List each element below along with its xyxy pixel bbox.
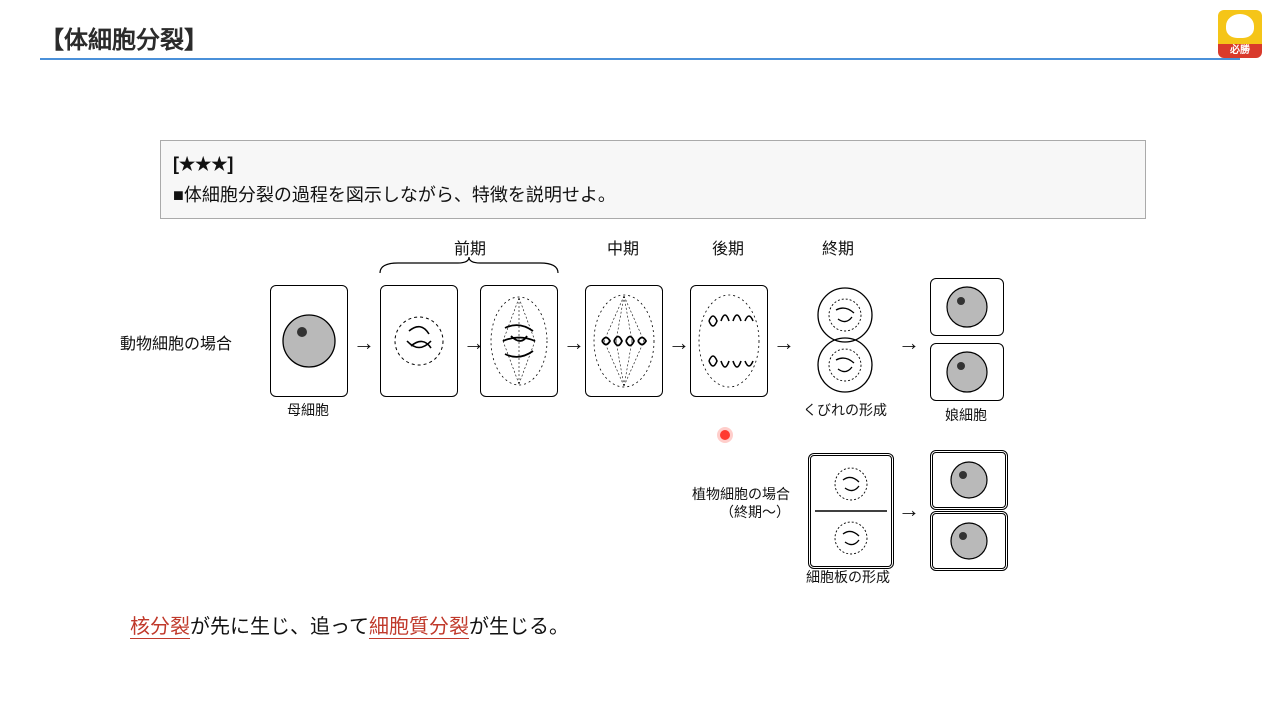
keyword-nuclear-division: 核分裂 xyxy=(130,616,190,639)
caption-cleavage: くびれの形成 xyxy=(790,400,900,420)
caption-cellplate: 細胞板の形成 xyxy=(798,567,898,587)
badge-text: 必勝 xyxy=(1218,44,1262,58)
phase-prophase: 前期 xyxy=(385,235,555,259)
cell-daughter-plant-1 xyxy=(930,450,1008,510)
keyword-cytokinesis: 細胞質分裂 xyxy=(369,616,469,639)
summary-note: 核分裂が先に生じ、追って細胞質分裂が生じる。 xyxy=(130,610,569,639)
arrow-icon: → xyxy=(773,330,795,356)
question-stars: [★★★] xyxy=(173,149,1133,180)
badge: 必勝 xyxy=(1218,10,1262,58)
phase-telophase: 終期 xyxy=(800,235,876,259)
arrow-icon: → xyxy=(668,330,690,356)
title-rule xyxy=(40,58,1240,60)
row-label-animal: 動物細胞の場合 xyxy=(120,330,232,354)
arrow-icon: → xyxy=(353,330,375,356)
cell-metaphase xyxy=(585,285,663,397)
arrow-icon: → xyxy=(563,330,585,356)
mitosis-diagram: 前期 中期 後期 終期 動物細胞の場合 母細胞 → → → xyxy=(120,235,1180,565)
cell-mother xyxy=(270,285,348,397)
row-label-plant: 植物細胞の場合（終期～） xyxy=(650,485,790,521)
cell-prophase-1 xyxy=(380,285,458,397)
cell-anaphase xyxy=(690,285,768,397)
cell-daughter-2 xyxy=(930,343,1004,401)
cell-telophase-animal xyxy=(800,285,890,395)
arrow-icon: → xyxy=(898,330,920,356)
prophase-brace xyxy=(378,257,560,275)
cell-telophase-plant xyxy=(808,453,894,569)
cell-daughter-1 xyxy=(930,278,1004,336)
caption-daughter: 娘細胞 xyxy=(930,405,1002,425)
arrow-icon: → xyxy=(898,497,920,523)
page-title: 【体細胞分裂】 xyxy=(40,27,208,54)
cell-daughter-plant-2 xyxy=(930,511,1008,571)
laser-pointer xyxy=(720,430,730,440)
caption-mother: 母細胞 xyxy=(270,400,346,420)
cell-prophase-2 xyxy=(480,285,558,397)
question-box: [★★★] ■体細胞分裂の過程を図示しながら、特徴を説明せよ。 xyxy=(160,140,1146,219)
phase-anaphase: 後期 xyxy=(690,235,766,259)
question-text: ■体細胞分裂の過程を図示しながら、特徴を説明せよ。 xyxy=(173,180,1133,211)
phase-metaphase: 中期 xyxy=(585,235,661,259)
